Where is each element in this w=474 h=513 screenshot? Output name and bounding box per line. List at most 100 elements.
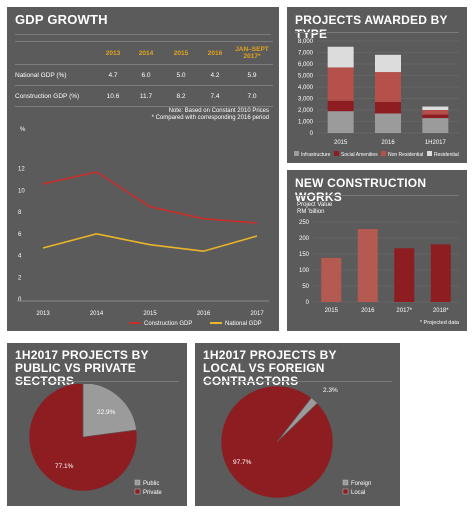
bar-segment-residential <box>375 54 401 73</box>
projects-title-rule <box>295 32 459 33</box>
y-tick-label: 1,000 <box>298 120 314 126</box>
bar <box>430 244 451 302</box>
gdp-table-header: JAN–SEPT 2017* <box>231 41 273 65</box>
gdp-cell: 7.4 <box>199 85 231 107</box>
y-tick-label: 2,000 <box>298 108 314 114</box>
gdp-cell: 5.9 <box>231 64 273 86</box>
local-foreign-title-line1: 1H2017 PROJECTS BY <box>203 348 337 362</box>
projected-note: * Projected data <box>420 320 460 326</box>
x-tick-label: 2017* <box>396 308 412 314</box>
gdp-cell: 5.0 <box>163 64 199 86</box>
y-tick-label: 8,000 <box>298 39 314 45</box>
gdp-table-header-row: 2013 2014 2015 2016 JAN–SEPT 2017* <box>15 41 273 65</box>
y-tick-label: 4 <box>18 254 22 260</box>
pie-slice-public <box>82 384 137 438</box>
pie-value-label: 97.7% <box>233 459 252 466</box>
y-tick-label: 5,000 <box>298 74 314 80</box>
bar-segment-non-residential <box>375 72 401 102</box>
gdp-cell: 6.0 <box>129 64 163 86</box>
legend-swatch <box>427 151 432 156</box>
gdp-title-rule <box>15 34 271 35</box>
new-construction-panel: NEW CONSTRUCTION WORKS Project Value RM '… <box>287 170 467 331</box>
y-tick-label: 150 <box>299 252 310 258</box>
gdp-cell: 4.7 <box>97 64 129 86</box>
bar-segment-social-amenities <box>327 100 354 112</box>
y-tick-label: 6 <box>18 232 22 238</box>
series-line-1 <box>42 233 258 253</box>
legend-label: Infrastructure <box>301 152 331 158</box>
bar-segment-infrastructure <box>422 118 449 133</box>
y-tick-label: 12 <box>18 167 25 173</box>
bar <box>357 229 378 302</box>
legend-label: Public <box>143 481 159 487</box>
gdp-row-label: National GDP (%) <box>15 64 97 86</box>
x-tick-label: 2015 <box>325 308 339 314</box>
public-private-panel: 1H2017 PROJECTS BY PUBLIC VS PRIVATE SEC… <box>7 343 187 506</box>
gdp-cell: 7.0 <box>231 85 273 107</box>
legend-swatch <box>381 151 386 156</box>
x-tick-label: 2014 <box>90 311 104 317</box>
y-tick-label: 2 <box>18 275 22 281</box>
bar-segment-infrastructure <box>375 113 401 133</box>
gdp-note-line2: * Compared with corresponding 2016 perio… <box>151 115 269 121</box>
y-axis-label: % <box>20 127 26 133</box>
gdp-table-header: 2014 <box>129 41 163 65</box>
legend-label: National GDP <box>225 321 262 327</box>
x-tick-label: 2016 <box>361 308 375 314</box>
public-private-title-line1: 1H2017 PROJECTS BY <box>15 348 149 362</box>
y-axis-label-line2: RM 'billion <box>297 209 325 215</box>
pie-value-label: 2.3% <box>323 387 338 394</box>
pp-title-rule <box>15 381 179 382</box>
gdp-cell: 8.2 <box>163 85 199 107</box>
bar-segment-residential <box>422 106 449 110</box>
x-tick-label: 2013 <box>36 311 50 317</box>
gdp-cell: 10.6 <box>97 85 129 107</box>
legend-swatch <box>134 488 141 495</box>
gdp-table: 2013 2014 2015 2016 JAN–SEPT 2017* Natio… <box>15 41 273 107</box>
legend-swatch <box>342 479 349 486</box>
legend-swatch <box>294 151 299 156</box>
gdp-table-header: 2015 <box>163 41 199 65</box>
bar-segment-non-residential <box>327 67 354 101</box>
y-tick-label: 8 <box>18 210 22 216</box>
x-tick-label: 1H2017 <box>425 140 447 146</box>
legend-swatch <box>134 479 141 486</box>
projects-awarded-title: PROJECTS AWARDED BY TYPE <box>295 13 448 41</box>
y-tick-label: 7,000 <box>298 51 314 57</box>
pie-slice-private <box>28 384 138 492</box>
legend-label: Residential <box>434 152 459 158</box>
gdp-growth-panel: GDP GROWTH 2013 2014 2015 2016 JAN–SEPT … <box>7 7 279 331</box>
gdp-table-header: 2013 <box>97 41 129 65</box>
gdp-cell: 4.2 <box>199 64 231 86</box>
local-foreign-pie-chart: 2.3% 97.7% Foreign Local <box>220 385 371 499</box>
pie-slice-local <box>220 385 334 499</box>
table-row: Construction GDP (%) 10.6 11.7 8.2 7.4 7… <box>15 85 273 107</box>
legend-swatch <box>334 151 339 156</box>
y-tick-label: 100 <box>299 268 310 274</box>
bar <box>321 257 342 302</box>
y-tick-label: 6,000 <box>298 62 314 68</box>
gdp-growth-title: GDP GROWTH <box>15 12 108 27</box>
x-tick-label: 2017 <box>250 311 264 317</box>
y-tick-label: 3,000 <box>298 97 314 103</box>
gdp-row-label: Construction GDP (%) <box>15 85 97 107</box>
bar-segment-social-amenities <box>375 101 401 114</box>
projects-awarded-panel: PROJECTS AWARDED BY TYPE 0 1,000 2,000 3,00… <box>287 7 467 163</box>
y-tick-label: 200 <box>299 236 310 242</box>
ncw-title-rule <box>295 195 459 196</box>
series-line-0 <box>42 171 258 224</box>
public-private-title: 1H2017 PROJECTS BY PUBLIC VS PRIVATE SEC… <box>15 349 187 388</box>
y-tick-label: 10 <box>18 188 25 194</box>
x-tick-label: 2015 <box>143 311 157 317</box>
bar-segment-non-residential <box>422 110 449 115</box>
y-tick-label: 0 <box>310 131 314 137</box>
legend-label: Private <box>143 490 162 496</box>
x-tick-label: 2016 <box>197 311 211 317</box>
y-tick-label: 50 <box>302 284 309 290</box>
legend-label: Social Amenities <box>341 152 378 158</box>
local-foreign-panel: 1H2017 PROJECTS BY LOCAL VS FOREIGN CONT… <box>195 343 400 506</box>
y-tick-label: 250 <box>299 220 310 226</box>
x-tick-label: 2016 <box>381 140 395 146</box>
legend-label: Foreign <box>351 481 371 487</box>
